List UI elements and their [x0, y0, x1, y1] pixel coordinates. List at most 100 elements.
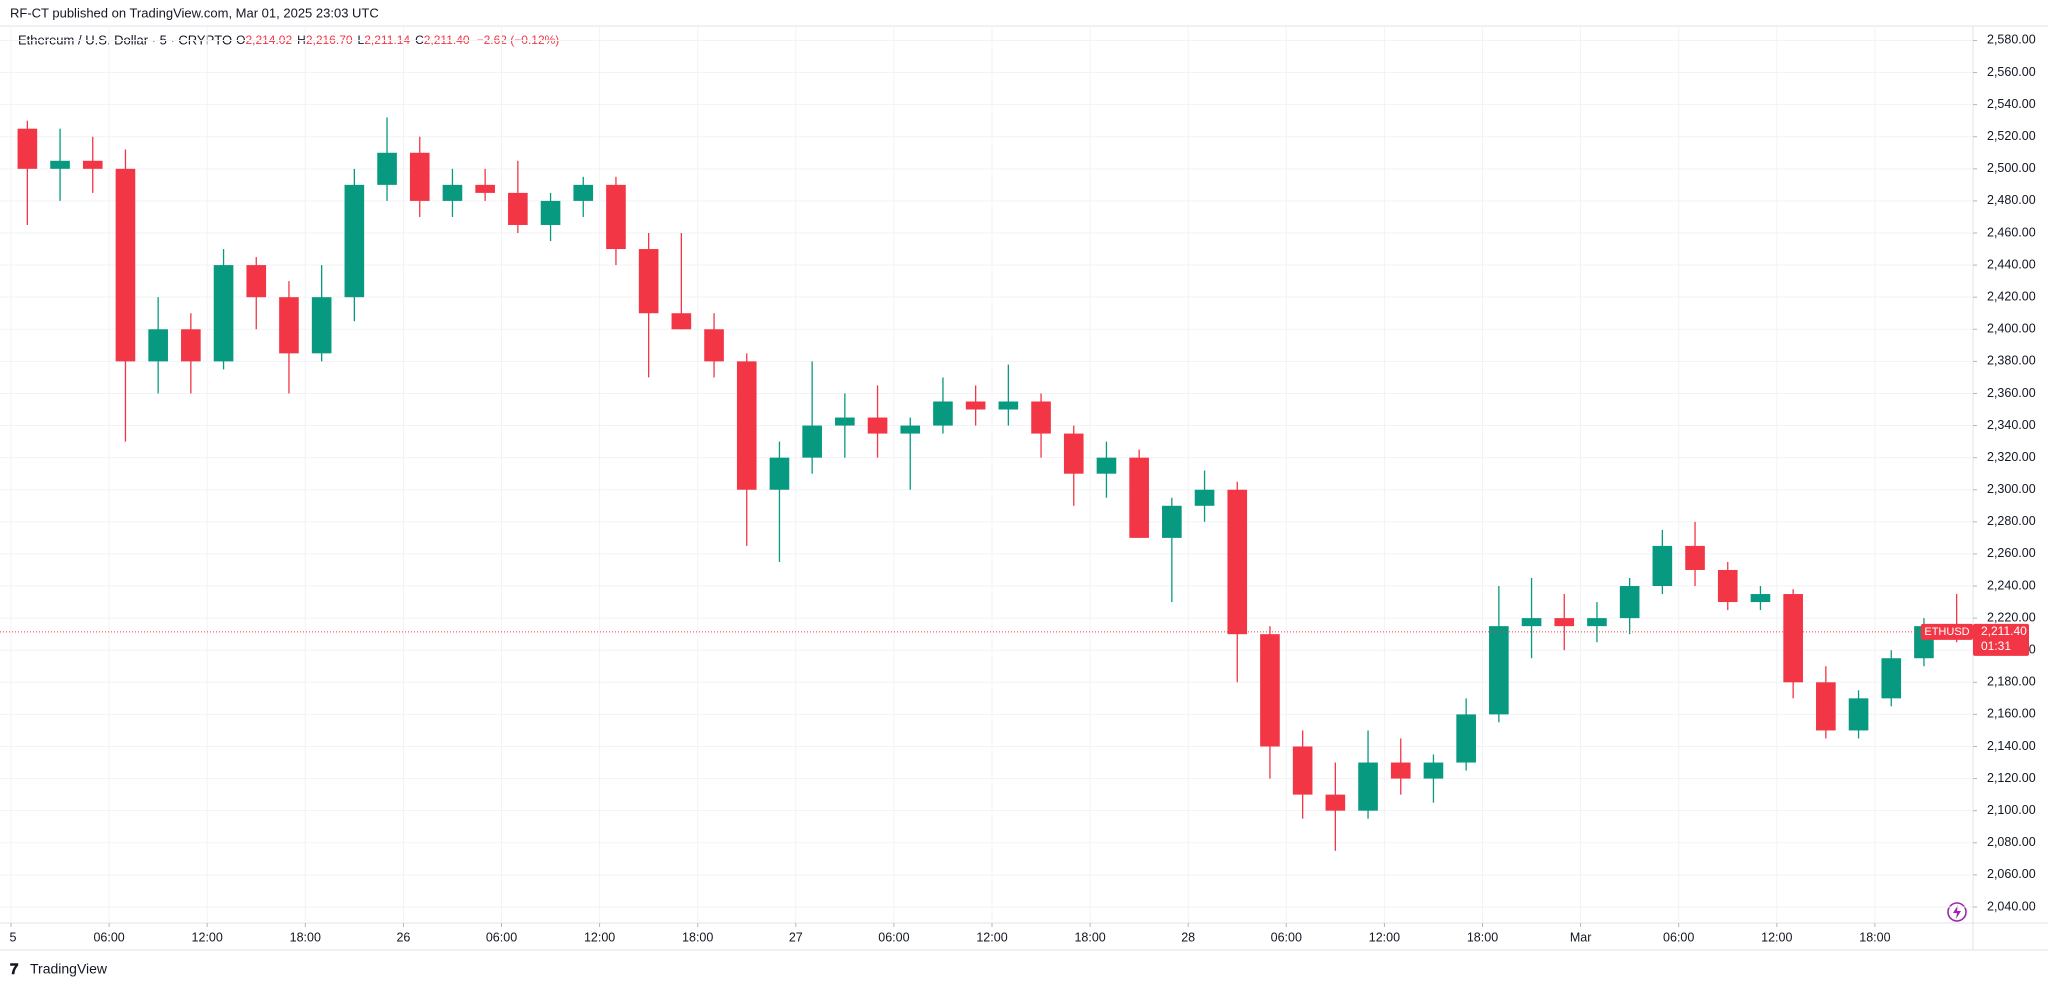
candle-body	[638, 249, 659, 314]
y-tick-label: 2,440.00	[1987, 257, 2036, 271]
symbol-title: Ethereum / U.S. Dollar · 5 · CRYPTO	[18, 32, 232, 47]
x-tick-label: 5	[10, 930, 17, 944]
candle-body	[1390, 762, 1411, 779]
candle-body	[1750, 594, 1771, 603]
candle-body	[475, 184, 495, 193]
candle-body	[17, 128, 38, 169]
candle-body	[1260, 634, 1280, 747]
x-tick-label: 06:00	[486, 930, 517, 944]
x-tick-label: 18:00	[682, 930, 713, 944]
y-tick-label: 2,340.00	[1987, 418, 2036, 432]
candle-body	[1783, 594, 1803, 683]
candle-body	[311, 297, 332, 354]
candle-body	[1717, 569, 1738, 603]
y-tick-label: 2,260.00	[1987, 546, 2036, 560]
countdown: 01:31	[1981, 639, 2011, 653]
x-tick-label: 18:00	[1467, 930, 1498, 944]
y-tick-label: 2,220.00	[1987, 610, 2036, 624]
bolt[interactable]	[1953, 905, 1961, 919]
x-tick-label: 28	[1181, 930, 1195, 944]
candle-body	[1292, 746, 1313, 795]
y-tick-label: 2,100.00	[1987, 803, 2036, 817]
x-tick-label: 18:00	[1074, 930, 1105, 944]
y-tick-label: 2,080.00	[1987, 835, 2036, 849]
x-tick-label: 18:00	[1859, 930, 1890, 944]
y-tick-label: 2,300.00	[1987, 482, 2036, 496]
candle-body	[409, 152, 430, 201]
candle-body	[181, 329, 201, 362]
y-tick-label: 2,160.00	[1987, 707, 2036, 721]
candle-body	[344, 184, 365, 298]
candle-body	[867, 417, 888, 434]
candle-body	[1129, 457, 1149, 538]
candle-body	[933, 401, 953, 426]
bolt-icon[interactable]	[1947, 902, 1967, 922]
candle-body	[802, 425, 822, 458]
x-tick-label: 12:00	[976, 930, 1007, 944]
candle-body	[998, 401, 1019, 410]
x-tick-label: 06:00	[1663, 930, 1694, 944]
candle-body	[1031, 401, 1051, 434]
candle-body	[1096, 457, 1117, 474]
y-tick-label: 2,460.00	[1987, 225, 2036, 239]
y-tick-label: 2,500.00	[1987, 161, 2036, 175]
symbol-tag-text: ETHUSD	[1924, 626, 1969, 638]
candle-body	[1423, 762, 1444, 779]
y-tick-label: 2,540.00	[1987, 97, 2036, 111]
y-tick-label: 2,240.00	[1987, 578, 2036, 592]
footer-logo: 𝟕 TradingView	[10, 961, 108, 978]
candle-body	[835, 417, 855, 426]
candle-body	[1521, 618, 1542, 627]
y-tick-label: 2,400.00	[1987, 322, 2036, 336]
candle-body	[900, 425, 921, 434]
x-tick-label: 06:00	[93, 930, 124, 944]
candle-body	[1194, 489, 1215, 506]
candle-body	[1652, 545, 1673, 587]
price-tag-text: 2,211.40	[1981, 624, 2027, 638]
candle-body	[377, 152, 397, 185]
candle-body	[1325, 794, 1346, 811]
x-tick-label: 12:00	[584, 930, 615, 944]
y-tick-label: 2,280.00	[1987, 514, 2036, 528]
candle-body	[279, 297, 299, 354]
candle-body	[1358, 762, 1378, 811]
candle-body	[573, 184, 594, 201]
candle-body	[1685, 545, 1705, 570]
x-tick-label: 06:00	[878, 930, 909, 944]
y-tick-label: 2,140.00	[1987, 739, 2036, 753]
candle-body	[442, 184, 463, 201]
candle-body	[1587, 618, 1607, 627]
candle-body	[115, 168, 136, 362]
price-tag	[1973, 623, 2029, 656]
candle-body	[246, 265, 267, 298]
legend: Ethereum / U.S. Dollar · 5 · CRYPTO O 2,2…	[18, 32, 559, 47]
candle-body	[736, 361, 757, 490]
candle-body	[704, 329, 724, 362]
y-tick-label: 2,520.00	[1987, 129, 2036, 143]
candle-body	[50, 160, 70, 169]
candle-body	[1816, 682, 1836, 731]
y-tick-label: 2,180.00	[1987, 675, 2036, 689]
y-tick-label: 2,060.00	[1987, 867, 2036, 881]
y-tick-label: 2,040.00	[1987, 899, 2036, 913]
x-tick-label: 12:00	[192, 930, 223, 944]
candle-body	[213, 265, 234, 362]
y-tick-label: 2,360.00	[1987, 386, 2036, 400]
y-tick-label: 2,580.00	[1987, 33, 2036, 47]
logo-mark: 𝟕	[10, 961, 19, 978]
y-tick-label: 2,560.00	[1987, 65, 2036, 79]
x-tick-label: 12:00	[1761, 930, 1792, 944]
candle-body	[82, 160, 103, 169]
y-tick-label: 2,420.00	[1987, 289, 2036, 303]
x-tick-label: 06:00	[1271, 930, 1302, 944]
candle-body	[1619, 586, 1640, 619]
grid	[0, 26, 1973, 923]
x-tick-label: Mar	[1570, 930, 1592, 944]
candle-body	[1227, 489, 1248, 635]
candle-body	[1881, 658, 1902, 699]
candle-body	[1456, 714, 1476, 763]
bolt-circle[interactable]	[1947, 902, 1967, 922]
